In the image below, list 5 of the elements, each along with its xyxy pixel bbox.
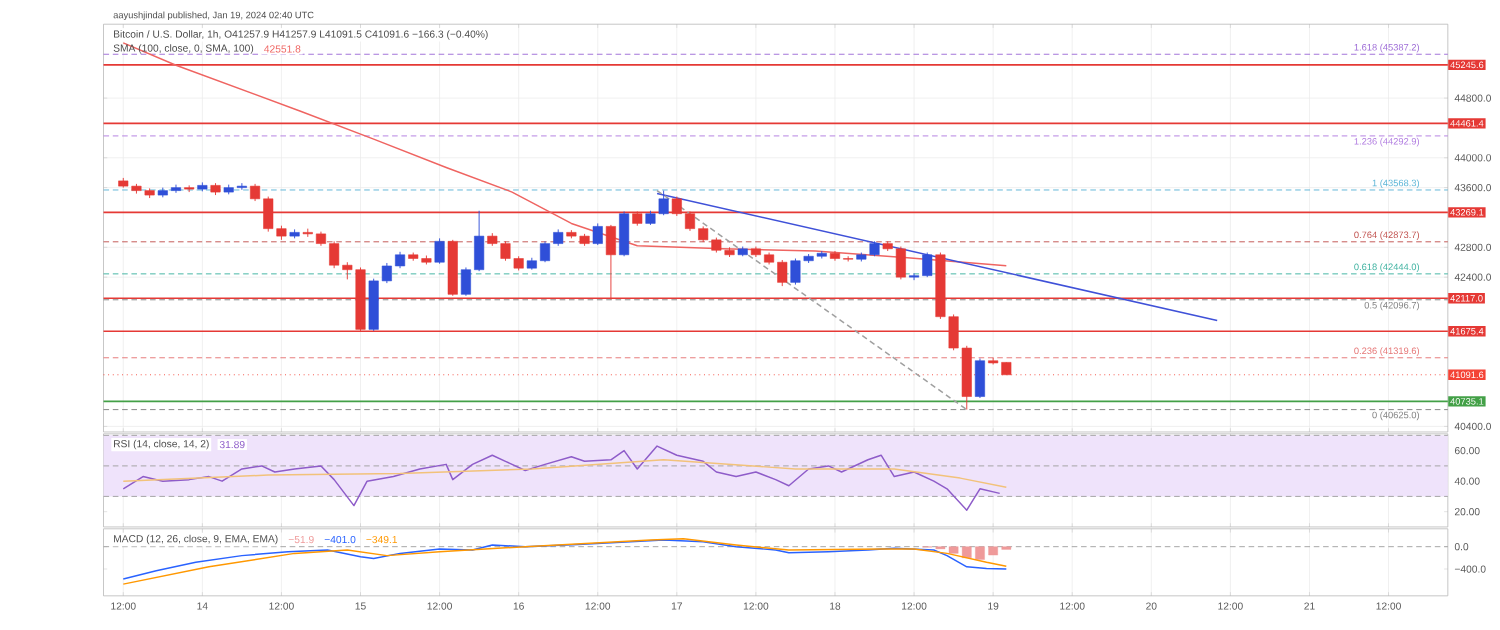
line-series	[122, 459, 1008, 489]
candlestick	[974, 358, 985, 399]
candlestick	[592, 223, 603, 246]
candlestick	[619, 211, 630, 258]
candlestick	[434, 238, 445, 265]
